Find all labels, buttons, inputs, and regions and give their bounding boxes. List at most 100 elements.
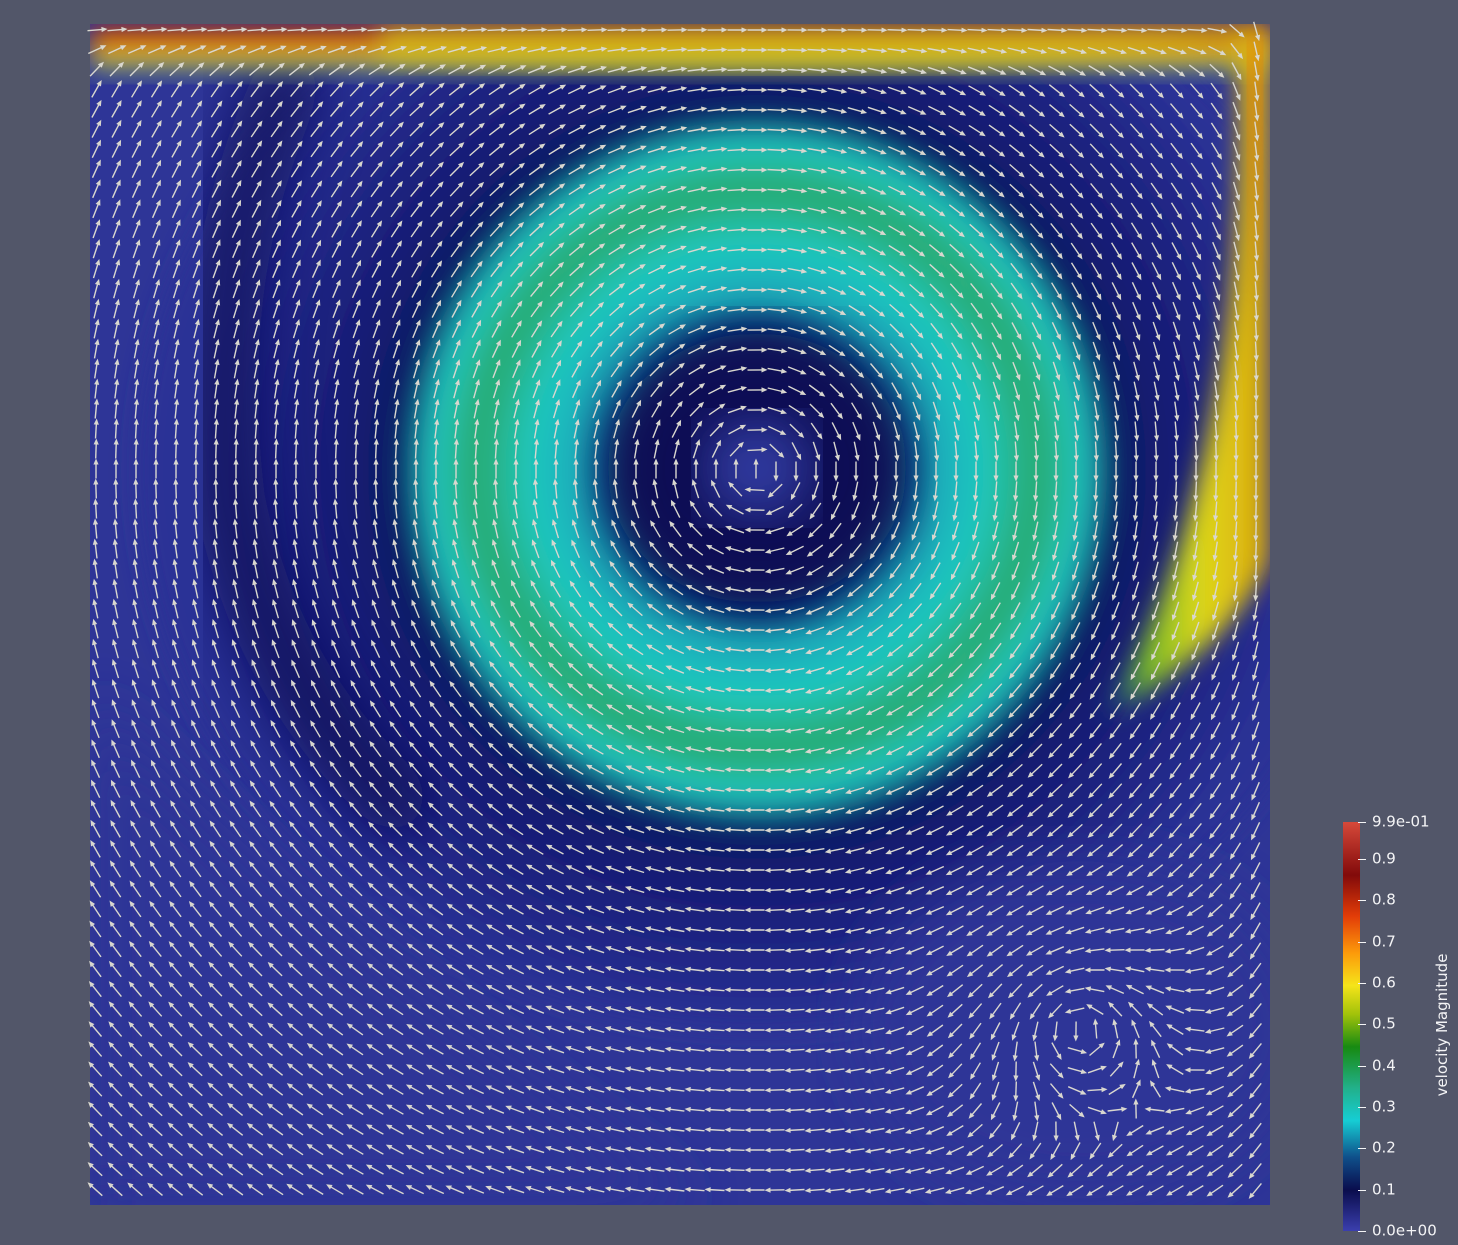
velocity-arrow-head — [1157, 193, 1163, 200]
velocity-arrow-head — [860, 68, 868, 74]
velocity-arrow-head — [297, 140, 303, 147]
velocity-arrow-head — [855, 434, 861, 441]
velocity-arrow-head — [412, 518, 418, 525]
velocity-arrow-head — [721, 106, 728, 112]
velocity-arrow-head — [96, 99, 102, 107]
velocity-arrow-head — [680, 225, 687, 231]
velocity-arrow-head — [1213, 455, 1219, 462]
velocity-arrow-head — [135, 179, 141, 187]
velocity-arrow-head — [195, 259, 201, 266]
velocity-arrow-head — [1061, 27, 1068, 33]
velocity-arrow-head — [132, 558, 138, 565]
velocity-arrow-head — [840, 249, 847, 255]
velocity-arrow-head — [919, 170, 927, 176]
velocity-arrow-head — [816, 433, 823, 440]
velocity-arrow-head — [1132, 554, 1138, 562]
velocity-arrow-head — [312, 578, 318, 586]
velocity-arrow-head — [1117, 152, 1124, 159]
velocity-arrow-head — [235, 259, 241, 266]
velocity-arrow-head — [96, 119, 102, 127]
velocity-arrow-head — [539, 123, 546, 130]
velocity-arrow-head — [357, 141, 364, 148]
velocity-arrow-head — [1216, 173, 1222, 180]
velocity-arrow-head — [1154, 435, 1160, 442]
velocity-arrow-head — [518, 202, 525, 209]
velocity-arrow-head — [133, 498, 139, 505]
velocity-arrow-head — [1015, 374, 1021, 381]
velocity-arrow-head — [93, 438, 99, 445]
velocity-arrow-head — [1056, 293, 1062, 300]
velocity-arrow-head — [1117, 192, 1124, 200]
velocity-arrow-head — [1094, 435, 1100, 442]
velocity-arrow-head — [641, 27, 648, 33]
velocity-arrow-head — [257, 100, 263, 108]
velocity-arrow-head — [599, 184, 606, 190]
velocity-arrow-head — [258, 62, 265, 69]
velocity-arrow-head — [215, 299, 221, 306]
velocity-arrow-head — [858, 351, 865, 358]
velocity-arrow-head — [1097, 172, 1104, 179]
velocity-arrow-head — [781, 288, 788, 294]
velocity-arrow-head — [1212, 555, 1218, 562]
velocity-arrow-head — [724, 586, 731, 592]
velocity-arrow-head — [252, 578, 258, 586]
velocity-arrow-head — [138, 61, 145, 68]
velocity-arrow-head — [392, 518, 398, 525]
velocity-arrow-head — [317, 140, 323, 148]
velocity-arrow-head — [373, 478, 379, 485]
velocity-arrow-head — [92, 578, 98, 586]
velocity-arrow-head — [396, 220, 403, 227]
velocity-arrow-head — [336, 239, 342, 247]
velocity-arrow-head — [1078, 152, 1085, 159]
velocity-arrow-head — [411, 579, 417, 586]
velocity-arrow-head — [154, 358, 160, 365]
velocity-arrow-head — [660, 145, 667, 151]
velocity-arrow-head — [741, 286, 748, 292]
velocity-arrow-head — [591, 519, 597, 526]
velocity-arrow-head — [475, 359, 481, 366]
velocity-arrow-head — [134, 378, 140, 385]
velocity-arrow-head — [155, 279, 161, 286]
velocity-arrow-head — [798, 432, 805, 438]
velocity-arrow-head — [315, 319, 321, 326]
velocity-arrow-head — [832, 494, 838, 502]
velocity-arrow-head — [880, 169, 887, 175]
velocity-arrow-head — [136, 159, 141, 167]
velocity-arrow-head — [941, 27, 948, 33]
velocity-arrow-head — [673, 458, 679, 465]
velocity-arrow-head — [847, 572, 854, 579]
velocity-arrow-head — [871, 514, 877, 521]
velocity-arrow-head — [401, 27, 408, 33]
velocity-arrow-head — [418, 82, 425, 89]
velocity-arrow-head — [977, 292, 984, 299]
velocity-arrow-head — [1038, 91, 1046, 97]
velocity-arrow-head — [1019, 70, 1027, 75]
velocity-arrow-head — [172, 538, 178, 545]
velocity-arrow-head — [256, 180, 262, 187]
velocity-arrow-head — [1174, 374, 1180, 382]
velocity-arrow-head — [1017, 252, 1024, 259]
velocity-arrow-head — [700, 285, 707, 291]
velocity-arrow-head — [315, 299, 321, 306]
velocity-arrow-head — [685, 584, 693, 590]
velocity-arrow-head — [473, 478, 479, 485]
velocity-arrow-head — [538, 241, 545, 248]
velocity-arrow-head — [1134, 435, 1140, 442]
velocity-arrow-head — [556, 340, 562, 347]
velocity-arrow-head — [793, 475, 799, 482]
velocity-arrow-head — [352, 498, 358, 505]
velocity-arrow-head — [554, 418, 560, 426]
velocity-arrow-head — [679, 324, 686, 330]
velocity-arrow-head — [800, 288, 808, 294]
velocity-arrow-head — [172, 558, 178, 565]
velocity-arrow-head — [1216, 233, 1221, 241]
velocity-arrow-head — [273, 478, 279, 485]
velocity-arrow-head — [853, 475, 859, 482]
velocity-arrow-head — [932, 495, 938, 502]
velocity-arrow-head — [1115, 374, 1120, 382]
velocity-arrow-head — [741, 167, 748, 173]
velocity-arrow-head — [418, 102, 425, 109]
velocity-arrow-head — [620, 85, 627, 91]
velocity-arrow-head — [939, 211, 946, 217]
